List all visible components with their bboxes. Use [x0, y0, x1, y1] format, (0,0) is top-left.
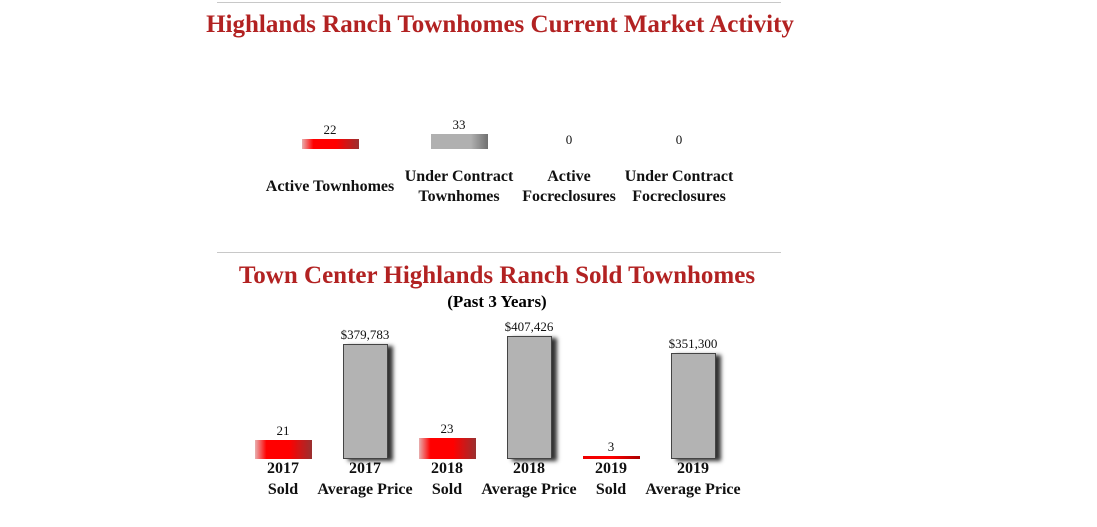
sold-chart-category-kind: Sold	[431, 481, 463, 498]
market-value: 22	[323, 122, 337, 137]
market-value: 33	[452, 117, 466, 132]
market-bar	[302, 139, 359, 149]
market-value: 0	[565, 132, 573, 147]
sold-chart-category-kind: Sold	[595, 481, 627, 498]
sold-chart-category-kind: Average Price	[317, 481, 413, 498]
sold-chart-category-year: 2017	[267, 460, 299, 477]
sold-chart-category-kind: Average Price	[481, 481, 577, 498]
sold-chart-category-year: 2018	[431, 460, 463, 477]
sold-chart-bar	[419, 438, 476, 459]
sold-chart-value-label: $351,300	[668, 336, 718, 351]
top-divider	[217, 2, 781, 3]
sold-chart-value-label: $407,426	[504, 319, 554, 334]
market-label: Under Contract Townhomes	[404, 168, 514, 205]
sold-chart-value-label: $379,783	[340, 327, 390, 342]
sold-chart-bar	[343, 344, 388, 459]
sold-chart-bar	[671, 353, 716, 459]
market-label: Active Focreclosures	[522, 168, 616, 205]
market-bar	[431, 134, 488, 149]
sold-chart-value-label: 21	[276, 423, 290, 438]
sold-chart-title: Town Center Highlands Ranch Sold Townhom…	[238, 262, 756, 289]
sold-chart-category-kind: Average Price	[645, 481, 741, 498]
sold-chart-bar	[255, 440, 312, 459]
market-label: Under Contract Focreclosures	[624, 168, 734, 205]
sold-chart-value-label: 23	[440, 421, 454, 436]
market-label: Active Townhomes	[265, 178, 395, 195]
market-value: 0	[675, 132, 683, 147]
section-divider	[217, 252, 781, 253]
sold-chart-category-year: 2017	[349, 460, 381, 477]
sold-chart-category-year: 2018	[513, 460, 545, 477]
sold-chart-category-kind: Sold	[267, 481, 299, 498]
sold-chart-category-year: 2019	[595, 460, 627, 477]
sold-chart-bar	[507, 336, 552, 459]
sold-chart-bar	[583, 456, 640, 459]
market-activity-title: Highlands Ranch Townhomes Current Market…	[206, 11, 794, 38]
sold-chart-value-label: 3	[607, 439, 615, 454]
sold-chart-category-year: 2019	[677, 460, 709, 477]
sold-chart-subtitle: (Past 3 Years)	[447, 292, 547, 311]
